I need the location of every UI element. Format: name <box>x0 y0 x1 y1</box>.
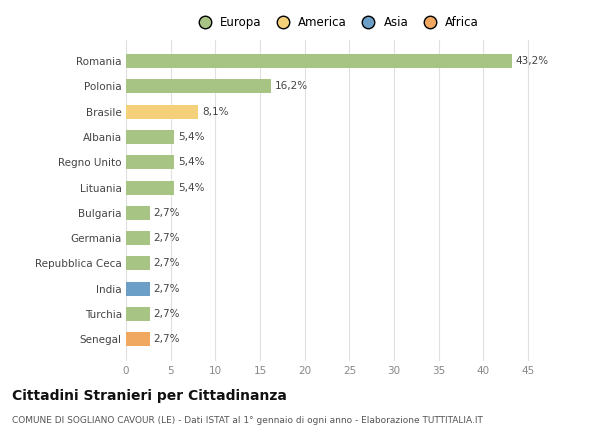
Text: 2,7%: 2,7% <box>154 309 180 319</box>
Text: 5,4%: 5,4% <box>178 157 205 167</box>
Text: 2,7%: 2,7% <box>154 284 180 293</box>
Text: 5,4%: 5,4% <box>178 183 205 193</box>
Bar <box>126 80 271 93</box>
Bar <box>126 105 199 119</box>
Bar <box>126 282 150 296</box>
Text: 2,7%: 2,7% <box>154 233 180 243</box>
Text: 8,1%: 8,1% <box>202 107 229 117</box>
Bar <box>126 206 150 220</box>
Bar <box>126 257 150 270</box>
Text: 43,2%: 43,2% <box>515 56 549 66</box>
Bar <box>126 180 174 194</box>
Bar <box>126 155 174 169</box>
Bar <box>126 231 150 245</box>
Legend: Europa, America, Asia, Africa: Europa, America, Asia, Africa <box>191 13 481 31</box>
Bar <box>126 307 150 321</box>
Text: 16,2%: 16,2% <box>274 81 307 92</box>
Text: 2,7%: 2,7% <box>154 334 180 344</box>
Bar <box>126 332 150 346</box>
Bar <box>126 54 512 68</box>
Text: 2,7%: 2,7% <box>154 258 180 268</box>
Text: Cittadini Stranieri per Cittadinanza: Cittadini Stranieri per Cittadinanza <box>12 389 287 403</box>
Text: 2,7%: 2,7% <box>154 208 180 218</box>
Text: 5,4%: 5,4% <box>178 132 205 142</box>
Text: COMUNE DI SOGLIANO CAVOUR (LE) - Dati ISTAT al 1° gennaio di ogni anno - Elabora: COMUNE DI SOGLIANO CAVOUR (LE) - Dati IS… <box>12 416 483 425</box>
Bar <box>126 130 174 144</box>
